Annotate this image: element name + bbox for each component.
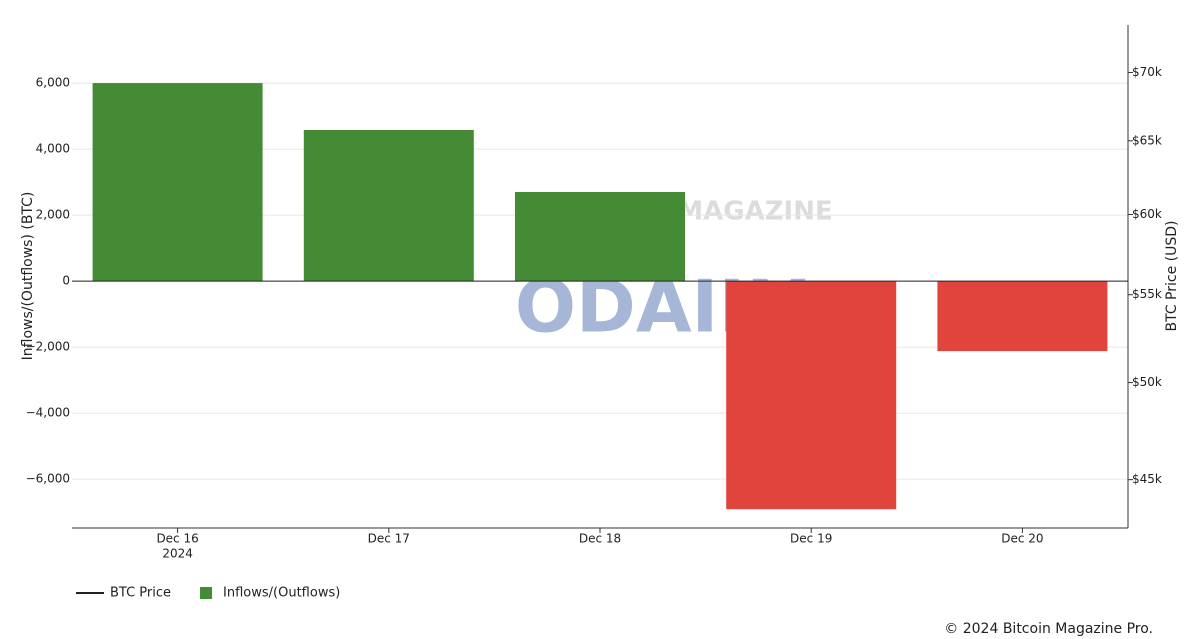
x-tick-year: 2024 [162, 547, 193, 561]
legend-label: Inflows/(Outflows) [223, 586, 340, 601]
y2-tick-label: $70k [1132, 65, 1162, 79]
y2-tick-label: $45k [1132, 472, 1162, 486]
y-axis-title: Inflows/(Outflows) (BTC) [20, 192, 36, 361]
bar [92, 83, 263, 282]
legend-label: BTC Price [110, 586, 171, 601]
y2-tick-label: $65k [1132, 133, 1162, 147]
y2-axis-title: BTC Price (USD) [1164, 220, 1180, 331]
bar [726, 281, 897, 510]
y-tick-label: 0 [62, 274, 70, 288]
y-tick-label: −2,000 [26, 340, 70, 354]
y2-tick-label: $60k [1132, 207, 1162, 221]
y2-tick-label: $55k [1132, 287, 1162, 301]
bar [515, 192, 685, 282]
x-tick-label: Dec 20 [1001, 532, 1043, 546]
x-tick-label: Dec 16 [156, 532, 198, 546]
y-tick-label: 4,000 [36, 142, 70, 156]
y-tick-label: −6,000 [26, 472, 70, 486]
bar [937, 281, 1108, 352]
bar [303, 129, 474, 282]
x-tick-label: Dec 19 [790, 532, 832, 546]
legend-swatch [200, 587, 213, 599]
y2-tick-label: $50k [1132, 375, 1162, 389]
y-tick-label: 2,000 [36, 208, 70, 222]
y-tick-label: −4,000 [26, 406, 70, 420]
x-tick-label: Dec 18 [579, 532, 621, 546]
y-tick-label: 6,000 [36, 76, 70, 90]
x-tick-label: Dec 17 [368, 532, 410, 546]
credit: © 2024 Bitcoin Magazine Pro. [944, 621, 1153, 637]
watermark-brand: MAGAZINE [677, 197, 833, 227]
